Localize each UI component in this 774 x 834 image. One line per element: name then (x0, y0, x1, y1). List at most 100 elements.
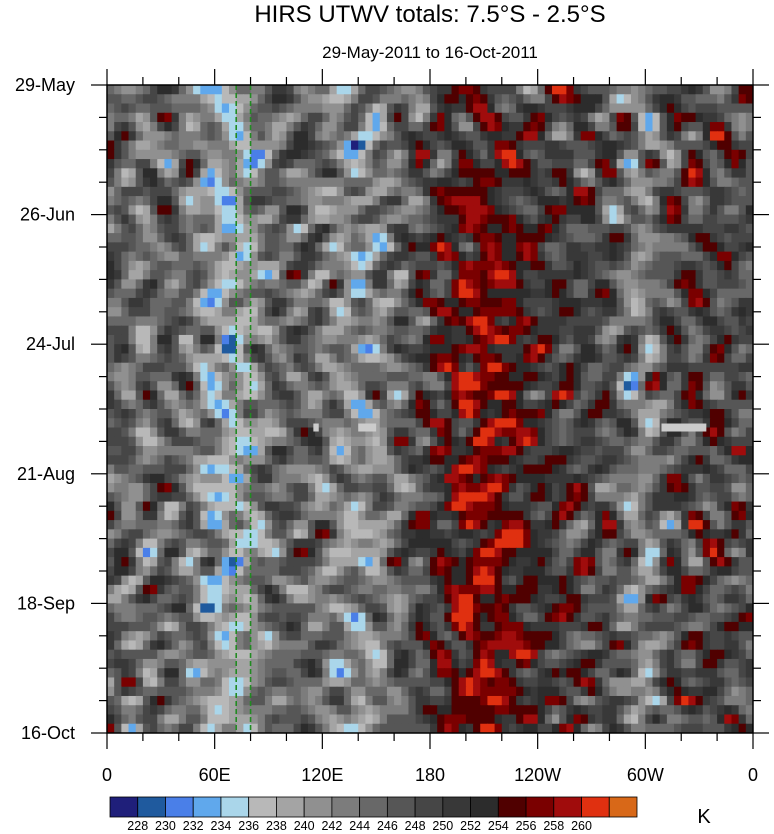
heatmap-cell (157, 325, 166, 336)
heatmap-cell (444, 483, 453, 493)
heatmap-cell (386, 344, 395, 355)
heatmap-cell (171, 334, 180, 345)
heatmap-cell (487, 446, 496, 456)
heatmap-cell (135, 409, 144, 419)
heatmap-cell (573, 168, 582, 179)
heatmap-cell (307, 362, 316, 373)
heatmap-cell (243, 205, 252, 216)
heatmap-cell (616, 94, 625, 105)
heatmap-cell (559, 529, 567, 540)
heatmap-cell (731, 371, 740, 382)
heatmap-cell (465, 260, 474, 271)
heatmap-cell (128, 279, 137, 290)
heatmap-cell (552, 279, 560, 290)
heatmap-cell (214, 557, 223, 567)
heatmap-cell (516, 186, 524, 197)
heatmap-cell (473, 483, 481, 493)
heatmap-cell (272, 455, 280, 466)
heatmap-cell (681, 94, 689, 105)
heatmap-cell (430, 464, 438, 475)
heatmap-cell (415, 112, 424, 123)
heatmap-cell (559, 270, 567, 280)
heatmap-cell (717, 122, 725, 132)
heatmap-cell (616, 501, 625, 512)
heatmap-cell (257, 214, 266, 225)
heatmap-cell (379, 85, 388, 95)
heatmap-cell (207, 371, 216, 382)
heatmap-cell (336, 510, 345, 521)
heatmap-cell (114, 409, 122, 419)
heatmap-cell (272, 353, 280, 364)
heatmap-cell (537, 297, 546, 308)
heatmap-cell (243, 353, 252, 364)
heatmap-cell (379, 270, 388, 280)
heatmap-cell (229, 242, 237, 253)
heatmap-cell (358, 196, 366, 206)
heatmap-cell (695, 177, 704, 188)
heatmap-cell (652, 390, 661, 401)
heatmap-cell (695, 131, 704, 142)
heatmap-cell (365, 94, 374, 105)
heatmap-cell (372, 325, 381, 336)
heatmap-cell (709, 223, 718, 234)
heatmap-cell (422, 103, 431, 114)
heatmap-cell (193, 483, 201, 493)
heatmap-cell (602, 584, 611, 595)
heatmap-cell (674, 353, 682, 364)
heatmap-cell (523, 483, 532, 493)
heatmap-cell (365, 529, 374, 540)
heatmap-cell (379, 501, 388, 512)
heatmap-cell (300, 501, 309, 512)
heatmap-cell (566, 409, 575, 419)
heatmap-cell (379, 103, 388, 114)
heatmap-cell (451, 131, 460, 142)
heatmap-cell (272, 501, 280, 512)
heatmap-cell (250, 547, 259, 558)
heatmap-cell (257, 177, 266, 188)
heatmap-cell (702, 85, 711, 95)
heatmap-cell (422, 492, 431, 503)
heatmap-cell (300, 251, 309, 262)
heatmap-cell (623, 94, 632, 105)
heatmap-cell (487, 362, 496, 373)
heatmap-cell (666, 584, 675, 595)
heatmap-cell (537, 196, 546, 206)
heatmap-cell (702, 242, 711, 253)
heatmap-cell (458, 557, 467, 567)
heatmap-cell (343, 409, 352, 419)
heatmap-cell (681, 149, 689, 160)
heatmap-cell (709, 214, 718, 225)
heatmap-cell (494, 492, 503, 503)
heatmap-cell (437, 270, 445, 280)
heatmap-cell (552, 575, 560, 586)
heatmap-cell (580, 307, 589, 318)
heatmap-cell (630, 149, 639, 160)
heatmap-cell (580, 103, 589, 114)
heatmap-cell (437, 260, 445, 271)
heatmap-cell (128, 557, 137, 567)
heatmap-cell (688, 205, 697, 216)
heatmap-cell (473, 103, 481, 114)
heatmap-cell (329, 501, 338, 512)
heatmap-cell (681, 159, 689, 169)
heatmap-cell (401, 520, 410, 530)
heatmap-cell (229, 131, 237, 142)
heatmap-cell (185, 538, 194, 549)
heatmap-cell (681, 483, 689, 493)
heatmap-cell (652, 418, 661, 429)
heatmap-cell (516, 492, 524, 503)
heatmap-cell (666, 131, 675, 142)
heatmap-cell (379, 344, 388, 355)
heatmap-cell (587, 260, 596, 271)
heatmap-cell (408, 307, 417, 318)
heatmap-cell (645, 334, 654, 345)
heatmap-cell (494, 371, 503, 382)
heatmap-cell (494, 168, 503, 179)
heatmap-cell (458, 122, 467, 132)
heatmap-cell (480, 409, 489, 419)
heatmap-cell (480, 529, 489, 540)
heatmap-cell (573, 492, 582, 503)
heatmap-cell (552, 529, 560, 540)
heatmap-cell (709, 334, 718, 345)
heatmap-cell (128, 242, 137, 253)
